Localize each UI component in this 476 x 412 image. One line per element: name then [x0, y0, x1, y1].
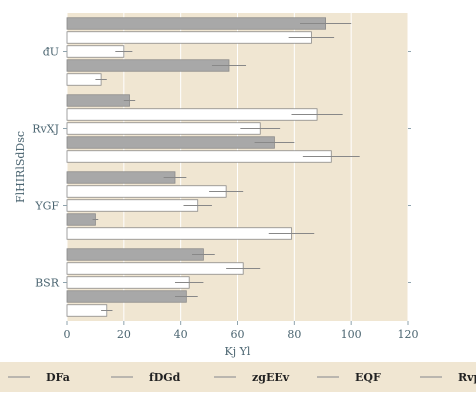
y-category-label: RvXJ: [32, 123, 59, 136]
y-category-label: BSR: [35, 277, 60, 290]
bar: [66, 304, 108, 317]
bars: [66, 17, 360, 317]
x-tick-label: 40: [174, 328, 188, 341]
bar: [66, 150, 332, 163]
legend-label: fDGd: [149, 371, 181, 384]
bar: [66, 290, 187, 303]
bar: [66, 31, 312, 44]
bar: [66, 94, 130, 107]
x-axis-ticks: 0 20 40 60 80 100 120: [64, 321, 419, 341]
bar: [66, 45, 125, 58]
x-axis-title: Kj Yl: [225, 345, 251, 358]
bar: [66, 248, 204, 261]
legend-label: Rvp: [458, 371, 476, 384]
legend-background: [0, 362, 476, 392]
bar: [66, 185, 227, 198]
bar: [66, 227, 292, 240]
x-tick-label: 120: [398, 328, 419, 341]
bar: [66, 136, 275, 149]
x-tick-label: 0: [64, 328, 71, 341]
bar: [66, 276, 190, 289]
bar: [66, 199, 199, 212]
bar: [66, 262, 244, 275]
x-tick-label: 100: [341, 328, 362, 341]
legend: DFa fDGd zgEEv EQF Rvp: [8, 371, 476, 384]
legend-label: EQF: [355, 371, 381, 384]
bar: [66, 213, 96, 226]
bar: [66, 17, 326, 30]
x-tick-label: 20: [117, 328, 131, 341]
bar: [66, 122, 261, 135]
legend-label: DFa: [46, 371, 70, 384]
y-axis-title: FlHIRlSdDsc: [14, 131, 27, 203]
bar: [66, 108, 318, 121]
y-category-label: đU: [43, 46, 59, 59]
x-tick-label: 60: [231, 328, 245, 341]
bar: [66, 171, 176, 184]
y-category-label: YGF: [34, 200, 59, 213]
y-axis-categories: đU RvXJ YGF BSR: [32, 46, 411, 290]
x-tick-label: 80: [287, 328, 301, 341]
legend-label: zgEEv: [252, 371, 290, 384]
bar: [66, 59, 230, 72]
